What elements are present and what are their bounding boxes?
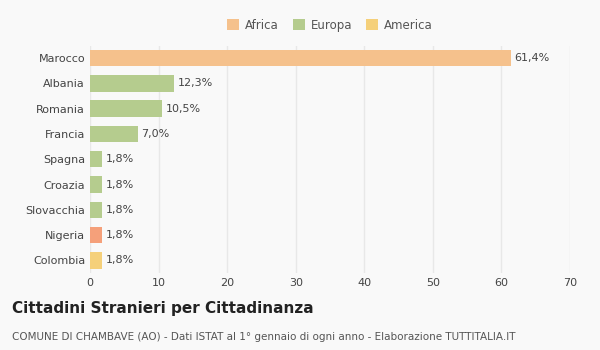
Bar bbox=[90, 75, 175, 92]
Bar bbox=[90, 50, 511, 66]
Text: Cittadini Stranieri per Cittadinanza: Cittadini Stranieri per Cittadinanza bbox=[12, 301, 314, 316]
Text: 10,5%: 10,5% bbox=[166, 104, 200, 114]
Text: 1,8%: 1,8% bbox=[106, 180, 134, 190]
Bar bbox=[90, 202, 103, 218]
Text: 1,8%: 1,8% bbox=[106, 154, 134, 164]
Text: 1,8%: 1,8% bbox=[106, 205, 134, 215]
Bar bbox=[90, 176, 103, 193]
Text: 7,0%: 7,0% bbox=[142, 129, 170, 139]
Text: COMUNE DI CHAMBAVE (AO) - Dati ISTAT al 1° gennaio di ogni anno - Elaborazione T: COMUNE DI CHAMBAVE (AO) - Dati ISTAT al … bbox=[12, 332, 515, 343]
Bar bbox=[90, 126, 138, 142]
Bar bbox=[90, 252, 103, 268]
Bar bbox=[90, 100, 162, 117]
Text: 1,8%: 1,8% bbox=[106, 230, 134, 240]
Text: 12,3%: 12,3% bbox=[178, 78, 213, 89]
Text: 61,4%: 61,4% bbox=[514, 53, 550, 63]
Bar bbox=[90, 151, 103, 167]
Bar bbox=[90, 227, 103, 243]
Text: 1,8%: 1,8% bbox=[106, 256, 134, 265]
Legend: Africa, Europa, America: Africa, Europa, America bbox=[224, 15, 436, 35]
